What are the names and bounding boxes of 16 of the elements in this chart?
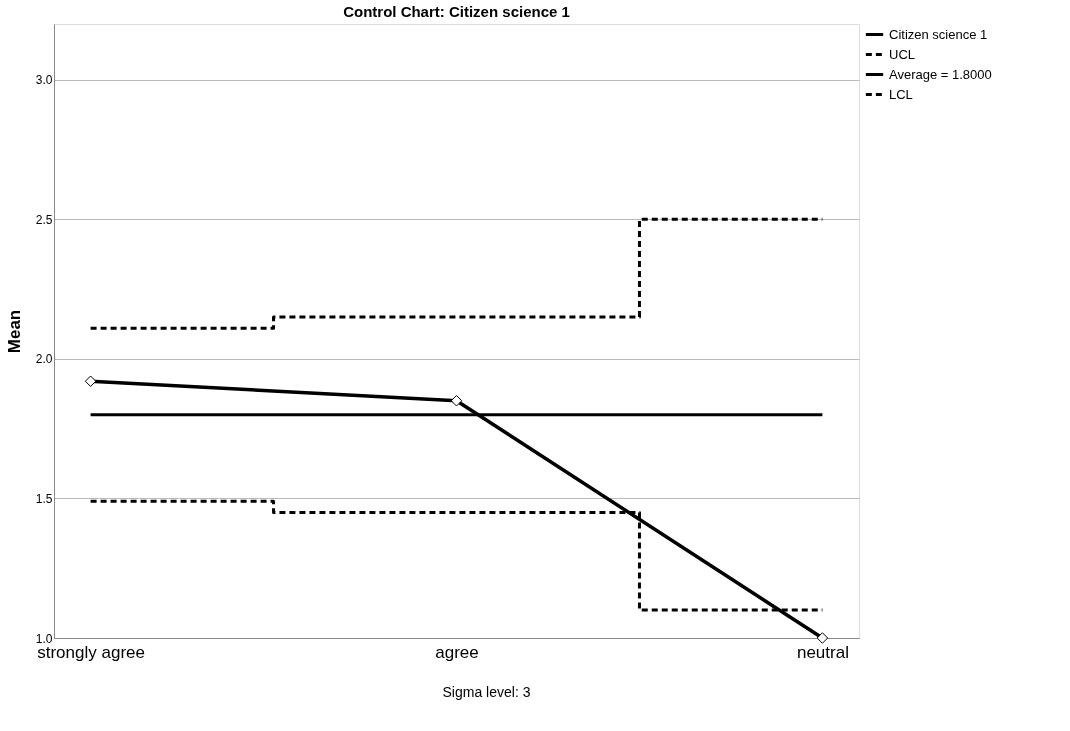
legend-label: UCL bbox=[889, 46, 916, 62]
y-tick-label: 2.0 bbox=[35, 352, 53, 367]
point bbox=[84, 375, 97, 387]
y-tick-label: 3.0 bbox=[35, 73, 53, 88]
point bbox=[450, 395, 463, 407]
y-axis-title: Mean bbox=[4, 309, 24, 354]
text: Sigma level: 3 bbox=[442, 684, 531, 700]
x-tick-label: agree bbox=[435, 642, 479, 662]
y-tick-label: 1.5 bbox=[35, 491, 53, 506]
legend-label: Citizen science 1 bbox=[889, 26, 988, 42]
chart-title: Control Chart: Citizen science 1 bbox=[343, 3, 570, 20]
legend-label: LCL bbox=[889, 86, 913, 102]
legend-label: Average = 1.8000 bbox=[889, 66, 992, 82]
x-tick-label: neutral bbox=[796, 642, 849, 662]
point bbox=[816, 632, 829, 644]
y-tick-label: 2.5 bbox=[35, 212, 53, 227]
